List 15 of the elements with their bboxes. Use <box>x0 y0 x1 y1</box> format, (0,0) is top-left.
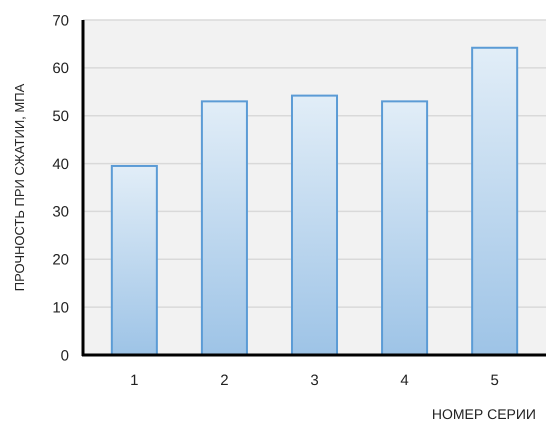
y-tick-label: 10 <box>52 299 69 316</box>
x-tick-label: 3 <box>310 372 319 389</box>
y-axis-title: ПРОЧНОСТЬ ПРИ СЖАТИИ, МПА <box>12 83 27 292</box>
y-tick-label: 40 <box>52 156 69 173</box>
y-tick-label: 60 <box>52 60 69 78</box>
y-tick-label: 30 <box>52 204 69 221</box>
x-axis-title: НОМЕР СЕРИИ <box>432 406 536 422</box>
x-tick-label: 1 <box>130 372 139 389</box>
y-tick-label: 70 <box>52 12 69 30</box>
y-tick-label: 50 <box>52 108 69 125</box>
x-tick-label: 5 <box>490 372 499 389</box>
x-tick-label: 2 <box>220 372 229 389</box>
x-tick-label: 4 <box>400 372 409 389</box>
y-tick-label: 20 <box>52 252 69 269</box>
y-tick-label: 0 <box>60 347 69 364</box>
